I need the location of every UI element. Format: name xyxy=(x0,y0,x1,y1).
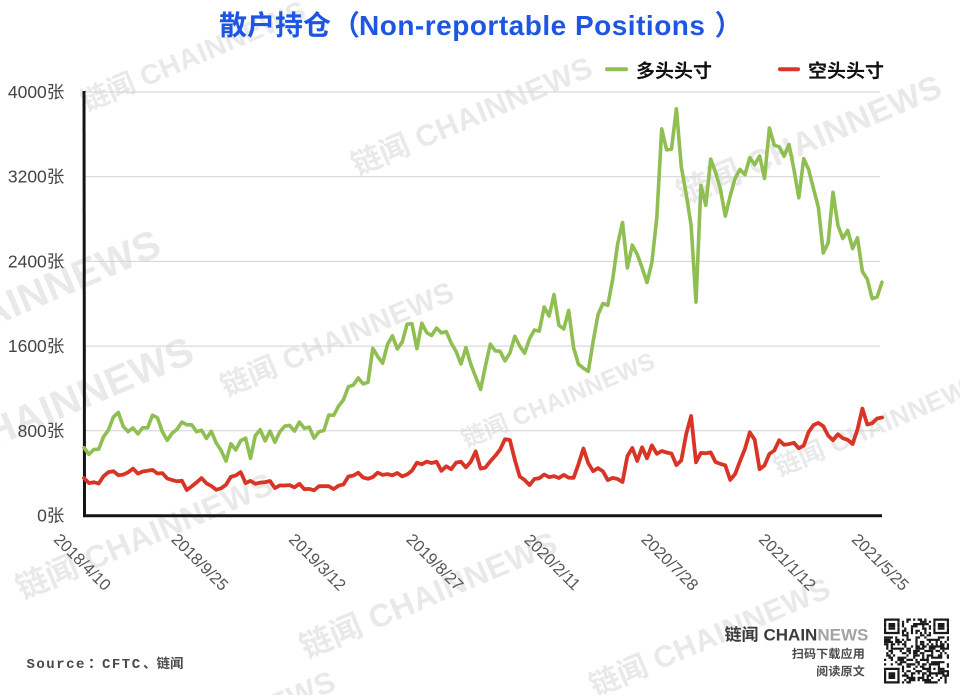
svg-text:Non-reportable Positions: Non-reportable Positions xyxy=(359,10,705,41)
svg-text:2400: 2400 xyxy=(8,251,47,271)
svg-text:800: 800 xyxy=(18,421,47,441)
svg-text:CFTC: CFTC xyxy=(102,657,142,673)
svg-text:CHAINNEWS: CHAINNEWS xyxy=(764,626,869,645)
svg-text:3200: 3200 xyxy=(8,167,47,187)
svg-text:1600: 1600 xyxy=(8,336,47,356)
svg-text:0: 0 xyxy=(37,506,47,526)
svg-text:Source: Source xyxy=(27,657,86,673)
svg-text:4000: 4000 xyxy=(8,82,47,102)
